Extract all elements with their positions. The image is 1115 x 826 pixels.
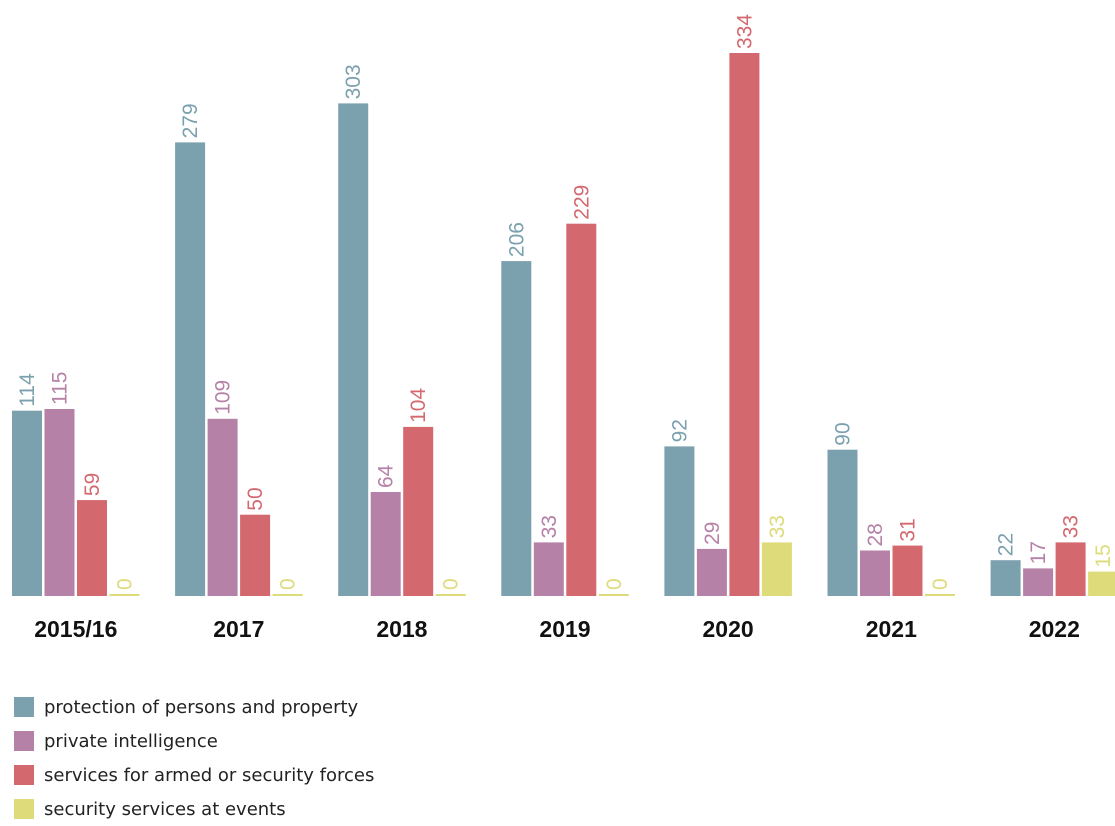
data-label-2020-series-2: 29: [701, 522, 724, 545]
data-label-2019-series-3: 229: [570, 185, 593, 220]
legend-label-2: private intelligence: [44, 730, 218, 752]
bar-2018-series-1: [338, 103, 369, 597]
bar-2022-series-4: [1088, 571, 1115, 596]
bar-2019-series-1: [501, 261, 532, 596]
bar-2019-series-3: [566, 223, 597, 596]
bar-2018-series-2: [370, 492, 401, 596]
bar-2021-series-2: [860, 550, 890, 596]
bar-2022-series-3: [1055, 542, 1086, 596]
data-label-2019-series-4: 0: [603, 578, 626, 590]
legend-item-1: protection of persons and property: [14, 690, 374, 724]
data-label-2021-series-3: 31: [897, 518, 920, 541]
data-label-2022-series-3: 33: [1060, 515, 1083, 538]
legend-item-3: services for armed or security forces: [14, 758, 374, 792]
category-label-2019: 2019: [539, 616, 590, 642]
data-label-2019-series-2: 33: [538, 515, 561, 538]
legend-swatch-1: [14, 697, 34, 717]
bar-2017-series-3: [240, 514, 271, 596]
category-label-2017: 2017: [213, 616, 264, 642]
data-label-2020-series-4: 33: [766, 515, 789, 538]
category-label-2022: 2022: [1029, 616, 1080, 642]
category-label-2015/16: 2015/16: [34, 616, 117, 642]
bar-2021-series-3: [892, 545, 923, 596]
bar-2019-series-2: [533, 542, 564, 596]
bar-2022-series-2: [1023, 568, 1054, 596]
bar-2019-series-4: [598, 594, 629, 596]
data-label-2022-series-4: 15: [1092, 544, 1115, 567]
legend-label-1: protection of persons and property: [44, 696, 359, 718]
data-label-2018-series-4: 0: [440, 578, 463, 590]
data-label-2021-series-2: 28: [864, 523, 887, 546]
category-label-2021: 2021: [866, 616, 917, 642]
category-label-2018: 2018: [376, 616, 427, 642]
data-label-2018-series-3: 104: [407, 388, 430, 423]
bar-2017-series-4: [272, 594, 303, 596]
data-label-2018-series-1: 303: [342, 64, 365, 99]
legend-swatch-3: [14, 765, 34, 785]
bar-2017-series-1: [175, 142, 206, 596]
data-label-2020-series-3: 334: [733, 14, 756, 49]
legend-item-2: private intelligence: [14, 724, 374, 758]
legend-swatch-2: [14, 731, 34, 751]
bar-2020-series-2: [696, 548, 727, 596]
legend: protection of persons and property privat…: [14, 690, 374, 826]
bar-chart: 114 115 59 0 2015/16 279 109 50 0 2017 303 64 104 0 20…: [12, 14, 1115, 642]
legend-item-4: security services at events: [14, 792, 374, 826]
bar-2022-series-1: [990, 560, 1021, 596]
data-label-2018-series-2: 64: [375, 464, 398, 488]
bar-2020-series-1: [664, 446, 695, 596]
bar-2020-series-4: [761, 542, 792, 596]
data-label-2015/16-series-1: 114: [16, 373, 39, 407]
data-label-2021-series-1: 90: [832, 422, 855, 445]
data-label-2015/16-series-2: 115: [49, 372, 72, 405]
data-label-2021-series-4: 0: [929, 578, 952, 590]
data-label-2017-series-2: 109: [212, 380, 235, 415]
bar-2021-series-1: [827, 449, 858, 596]
data-label-2015/16-series-4: 0: [114, 578, 137, 590]
bar-2017-series-2: [207, 418, 238, 596]
bar-2018-series-3: [403, 426, 434, 596]
data-label-2017-series-3: 50: [244, 487, 267, 510]
legend-swatch-4: [14, 799, 34, 819]
data-label-2020-series-1: 92: [668, 419, 691, 442]
bar-2015/16-series-3: [77, 500, 107, 596]
category-label-2020: 2020: [703, 616, 754, 642]
bar-2015/16-series-2: [44, 409, 75, 596]
bar-2020-series-3: [729, 53, 760, 596]
bar-2015/16-series-1: [12, 410, 42, 596]
data-label-2022-series-1: 22: [995, 533, 1018, 556]
bar-2021-series-4: [925, 594, 955, 596]
data-label-2017-series-4: 0: [277, 578, 300, 590]
data-label-2017-series-1: 279: [179, 103, 202, 138]
data-label-2019-series-1: 206: [505, 222, 528, 257]
legend-label-3: services for armed or security forces: [44, 764, 375, 786]
bar-2018-series-4: [435, 594, 466, 596]
bar-2015/16-series-4: [109, 594, 140, 596]
legend-label-4: security services at events: [44, 798, 286, 820]
data-label-2022-series-2: 17: [1027, 541, 1050, 564]
data-label-2015/16-series-3: 59: [81, 473, 104, 496]
